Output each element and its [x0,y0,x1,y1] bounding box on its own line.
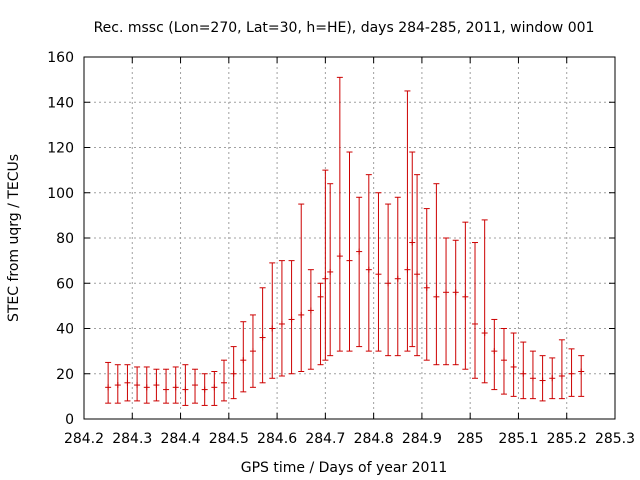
x-tick-label: 284.2 [64,431,104,447]
x-tick-label: 285.1 [498,431,538,447]
error-bar-point [163,368,170,404]
x-tick-label: 284.7 [305,431,345,447]
error-bar-point [105,361,112,404]
x-tick-label: 285.3 [595,431,635,447]
y-tick-label: 0 [65,412,74,428]
error-bar-point [307,269,314,370]
x-tick-label: 284.8 [354,431,394,447]
error-bar-point [114,364,121,404]
error-bar-point [520,341,527,400]
error-bar-point [249,314,256,388]
error-bar-point [500,328,507,395]
error-bar-point [375,192,382,352]
error-bar-point [327,183,334,357]
error-bar-point [394,196,401,357]
error-bar-point [153,368,160,402]
error-bar-point [322,169,329,361]
x-tick-label: 285 [457,431,484,447]
error-bar-point [172,366,179,404]
y-tick-label: 100 [47,186,74,202]
error-bar-point [240,321,247,393]
x-tick-label: 284.6 [257,431,297,447]
error-bar-point [278,260,285,377]
error-bar-point [549,357,556,400]
error-bar-point [510,332,517,397]
y-tick-label: 140 [47,95,74,111]
error-bar-point [409,151,416,348]
error-bar-point [230,346,237,400]
error-bar-point [182,364,189,406]
error-bar-point [288,260,295,375]
x-tick-label: 284.3 [112,431,152,447]
y-tick-label: 60 [56,276,74,292]
x-tick-label: 284.4 [160,431,200,447]
x-tick-label: 285.2 [547,431,587,447]
x-tick-label: 284.5 [209,431,249,447]
y-tick-label: 20 [56,367,74,383]
x-tick-label: 284.9 [402,431,442,447]
error-bar-point [385,203,392,357]
error-bar-point [259,287,266,384]
error-bar-point [269,262,276,379]
error-bar-point [192,368,199,404]
error-bar-point [346,151,353,352]
error-bar-point [211,370,218,406]
error-bar-point [220,359,227,402]
y-tick-label: 120 [47,141,74,157]
axis-ticks: 284.2 284.3 284.4 284.5 284.6 284.7 284.8 284.9… [47,50,635,447]
error-bar-point [491,318,498,391]
y-axis-label: STEC from uqrg / TECUs [6,154,22,322]
error-bar-point [365,174,372,352]
error-bar-point [443,237,450,366]
data-marks [105,76,585,406]
error-bar-point [423,208,430,361]
x-axis-label: GPS time / Days of year 2011 [241,460,448,476]
error-bar-point [414,174,421,357]
error-bar-point [143,366,150,404]
error-bar-point [578,355,585,397]
error-bar-point [529,350,536,400]
error-bar-point [472,242,479,379]
error-bar-point [336,76,343,352]
error-bar-point [452,239,459,366]
error-bar-point [356,196,363,348]
error-bar-point [404,90,411,352]
y-tick-label: 80 [56,231,74,247]
error-bar-point [481,219,488,384]
error-bar-point [124,364,131,402]
y-tick-label: 160 [47,50,74,66]
error-bar-point [134,366,141,402]
error-bar-point [462,221,469,370]
error-bar-point [298,203,305,372]
error-bar-point [539,355,546,402]
chart-title: Rec. mssc (Lon=270, Lat=30, h=HE), days … [94,20,595,36]
error-bar-point [201,373,208,406]
error-bar-point [558,339,565,400]
error-bar-point [433,183,440,366]
error-bar-point [317,282,324,366]
y-tick-label: 40 [56,322,74,338]
error-bar-point [568,348,575,397]
